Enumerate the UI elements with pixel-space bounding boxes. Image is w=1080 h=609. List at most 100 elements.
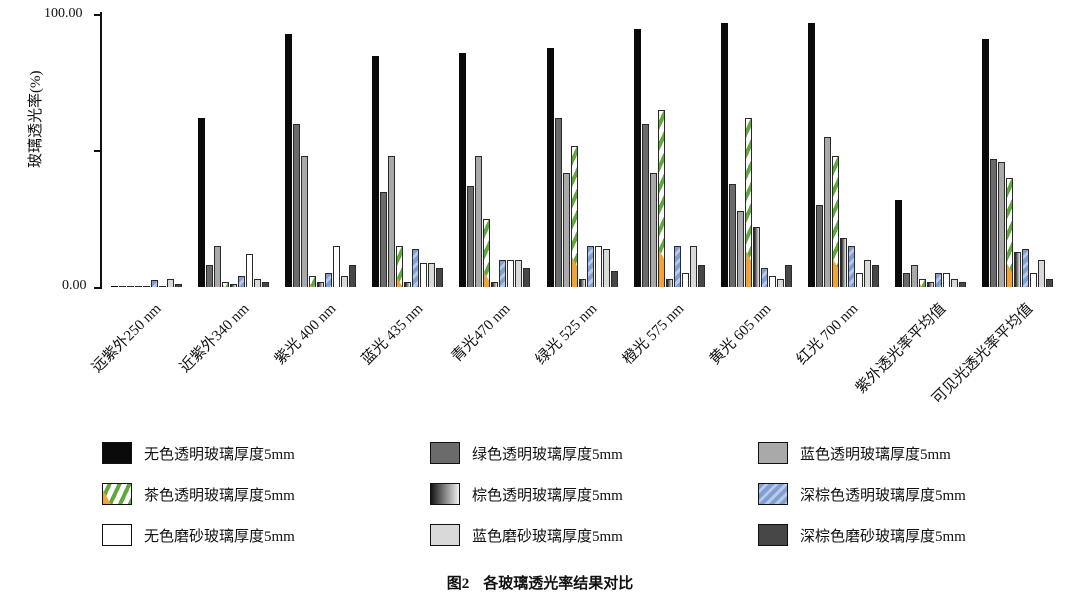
x-axis-label-slot: 青光470 nm [449,292,538,417]
bar [175,284,183,287]
bar [1045,278,1053,287]
legend-swatch [430,483,460,505]
bar [499,259,507,287]
bar [989,159,997,287]
bar [333,246,341,287]
bar [847,246,855,287]
bar [111,285,119,287]
bar [1013,251,1021,287]
bar [238,276,246,287]
bar [807,23,815,287]
bar [934,273,942,287]
legend-label: 棕色透明玻璃厚度5mm [472,487,623,504]
bar [1021,248,1029,287]
bar [570,145,578,287]
x-axis-label: 红光 700 nm [794,300,862,369]
bar-group [190,15,277,287]
x-axis-label-slot: 蓝光 435 nm [359,292,451,417]
bar [736,210,744,287]
figure-caption-number: 图2 [446,576,470,592]
bar [784,265,792,287]
bar [1029,273,1037,287]
bar [1037,259,1045,287]
x-axis-label: 青光470 nm [448,300,514,366]
bar [198,118,206,287]
bar [309,276,317,287]
bar [428,262,436,287]
bar-group [800,15,887,287]
bar [720,23,728,287]
legend-item: 无色透明玻璃厚度5mm [102,442,422,464]
x-axis-label-slot: 绿光 525 nm [533,292,625,417]
bar [855,273,863,287]
bar [143,285,151,287]
bar-group [538,15,625,287]
bar [491,281,499,287]
y-tick-mark-0 [94,287,101,289]
bar-group [713,15,800,287]
bar [317,281,325,287]
legend-label: 绿色透明玻璃厚度5mm [472,446,623,463]
bar [578,278,586,287]
bar [396,246,404,287]
bar [728,183,736,287]
bar [697,265,705,287]
bar [681,273,689,287]
y-tick-label-0: 0.00 [62,278,87,293]
figure-caption: 图2 各玻璃透光率结果对比 [0,572,1080,593]
bar [301,156,309,287]
bar [610,270,618,287]
bar [206,265,214,287]
legend-item: 蓝色磨砂玻璃厚度5mm [430,524,750,546]
bar [222,281,230,287]
bar [151,280,159,287]
bar [135,285,143,287]
bar [380,191,388,287]
x-axis-labels: 远紫外250 nm 近紫外340 nm 紫光 400 nm 蓝光 435 nm 青光47… [90,292,1061,417]
bar [325,273,333,287]
legend-item: 蓝色透明玻璃厚度5mm [758,442,982,464]
legend-swatch [430,442,460,464]
bar [349,265,357,287]
bar [554,118,562,287]
bar [436,267,444,287]
x-axis-label-slot: 黄光 605 nm [707,292,800,417]
bar [752,227,760,287]
bar [475,156,483,287]
y-tick-mark-100 [94,14,101,16]
bar [119,285,127,287]
bar [230,284,238,287]
bar-group [626,15,713,287]
bar-group [277,15,364,287]
x-axis-label-slot: 近紫外340 nm [177,292,277,417]
x-axis-label: 紫光 400 nm [271,300,340,369]
bar [214,246,222,287]
bar [459,53,467,287]
bar [285,34,293,287]
legend-swatch [102,524,132,546]
bar [649,172,657,287]
legend-item: 棕色透明玻璃厚度5mm [430,483,750,505]
bar [420,262,428,287]
legend-item: 绿色透明玻璃厚度5mm [430,442,750,464]
bar [863,259,871,287]
y-axis-title: 玻璃透光率(%) [28,70,44,169]
bar [1005,178,1013,287]
legend-swatch [758,483,788,505]
x-axis-label: 黄光 605 nm [707,300,775,369]
bar [167,278,175,287]
bar [894,199,902,287]
bar [831,156,839,287]
legend-label: 深棕色磨砂玻璃厚度5mm [800,528,966,545]
legend-item: 茶色透明玻璃厚度5mm [102,483,422,505]
bar [641,123,649,287]
bar-group [887,15,974,287]
bar [372,55,380,287]
legend: 无色透明玻璃厚度5mm 绿色透明玻璃厚度5mm 蓝色透明玻璃厚度5mm 茶色透明玻璃厚… [102,442,982,546]
bar [902,273,910,287]
bar-group [103,15,190,287]
x-axis-label: 远紫外250 nm [89,300,166,377]
plot-area [103,15,1061,287]
bar [507,259,515,287]
